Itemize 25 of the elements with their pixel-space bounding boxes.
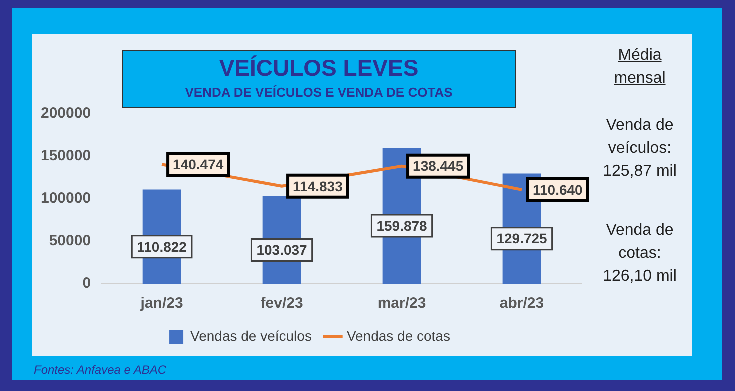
- y-tick-label: 200000: [40, 105, 92, 122]
- chart-title: VEÍCULOS LEVES: [218, 55, 420, 82]
- x-tick-label: fev/23: [260, 295, 304, 312]
- text: Fontes: Anfavea e ABAC: [34, 363, 167, 377]
- data-label: 103.037: [256, 242, 308, 258]
- data-label: 110.822: [137, 238, 188, 255]
- y-tick-label: 150000: [40, 148, 92, 165]
- data-label: 140.474: [173, 156, 224, 172]
- text: Venda de cotas: 126,10 mil: [602, 221, 678, 287]
- data-label: 138.445: [413, 158, 464, 174]
- data-label: 129.725: [496, 230, 548, 247]
- text: Média mensal: [613, 46, 667, 89]
- y-tick-label: 50000: [49, 232, 92, 250]
- chart-subtitle: VENDA DE VEÍCULOS E VENDA DE COTAS: [184, 85, 454, 100]
- legend-label: Vendas de veículos: [190, 328, 312, 344]
- x-tick-label: jan/23: [140, 295, 184, 312]
- legend-label: Vendas de cotas: [346, 328, 450, 344]
- x-tick-label: abr/23: [500, 295, 544, 312]
- data-label: 110.640: [533, 182, 584, 198]
- y-tick-label: 0: [82, 275, 92, 292]
- y-tick-label: 100000: [40, 190, 92, 208]
- data-label: 159.878: [376, 218, 428, 234]
- x-tick-label: mar/23: [378, 295, 426, 312]
- text: Venda de veículos: 125,87 mil: [602, 116, 678, 182]
- data-label: 114.833: [293, 178, 344, 194]
